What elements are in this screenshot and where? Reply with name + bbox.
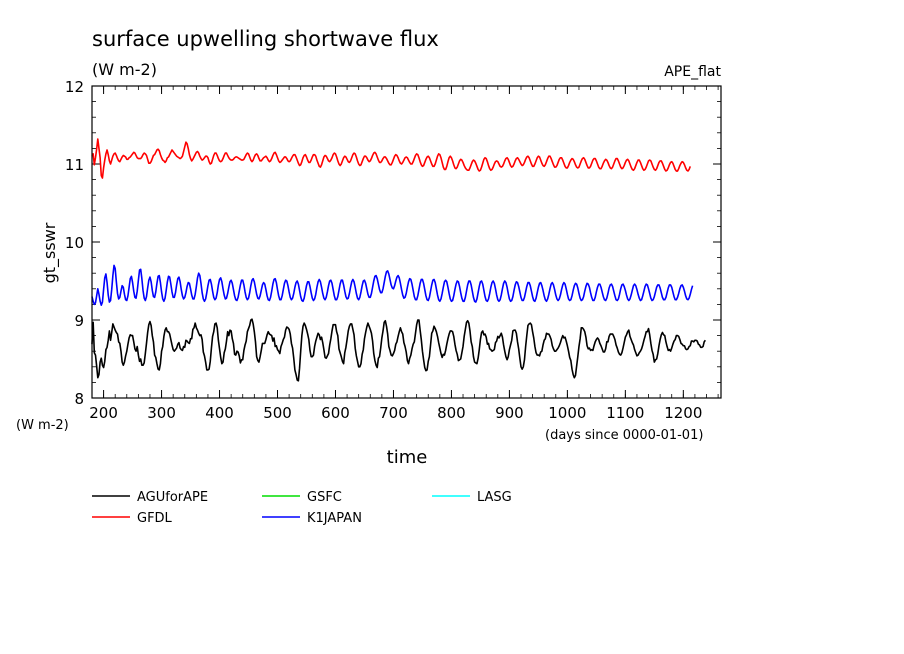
legend-label-k1japan: K1JAPAN (307, 511, 362, 526)
y-axis: 8 9 10 11 12 (65, 78, 721, 408)
x-tick-label: 500 (263, 404, 292, 422)
x-tick-label: 200 (89, 404, 118, 422)
y-axis-unit: (W m-2) (16, 418, 69, 433)
x-axis: 200 300 400 500 600 700 800 900 1000 1100 1200 (89, 86, 719, 422)
x-axis-label: time (387, 447, 428, 468)
x-tick-label: 900 (495, 404, 524, 422)
y-tick-label: 12 (65, 78, 84, 96)
x-tick-label: 1200 (664, 404, 702, 422)
legend: AGUforAPE GFDL GSFC K1JAPAN LASG (92, 490, 512, 526)
series-line-aguforape (91, 318, 706, 382)
x-tick-label: 400 (205, 404, 234, 422)
legend-label-aguforape: AGUforAPE (137, 490, 208, 505)
chart-tag: APE_flat (664, 64, 721, 80)
x-tick-label: 1000 (548, 404, 586, 422)
y-tick-label: 10 (65, 234, 84, 252)
legend-label-gsfc: GSFC (307, 490, 342, 505)
legend-label-gfdl: GFDL (137, 511, 173, 526)
x-tick-label: 1100 (606, 404, 644, 422)
series-line-k1japan (91, 264, 694, 306)
x-axis-unit: (days since 0000-01-01) (545, 428, 703, 443)
chart-subtitle: (W m-2) (92, 60, 157, 79)
plot-lines (91, 138, 706, 382)
x-tick-label: 800 (437, 404, 466, 422)
legend-label-lasg: LASG (477, 490, 512, 505)
y-tick-label: 8 (74, 390, 84, 408)
chart-title: surface upwelling shortwave flux (92, 27, 439, 51)
x-tick-label: 300 (147, 404, 176, 422)
plot-frame (91, 85, 722, 399)
x-tick-label: 600 (321, 404, 350, 422)
y-tick-label: 11 (65, 156, 84, 174)
x-tick-label: 700 (379, 404, 408, 422)
y-axis-label: gt_sswr (40, 222, 60, 283)
series-line-gfdl (91, 138, 692, 179)
y-tick-label: 9 (74, 312, 84, 330)
